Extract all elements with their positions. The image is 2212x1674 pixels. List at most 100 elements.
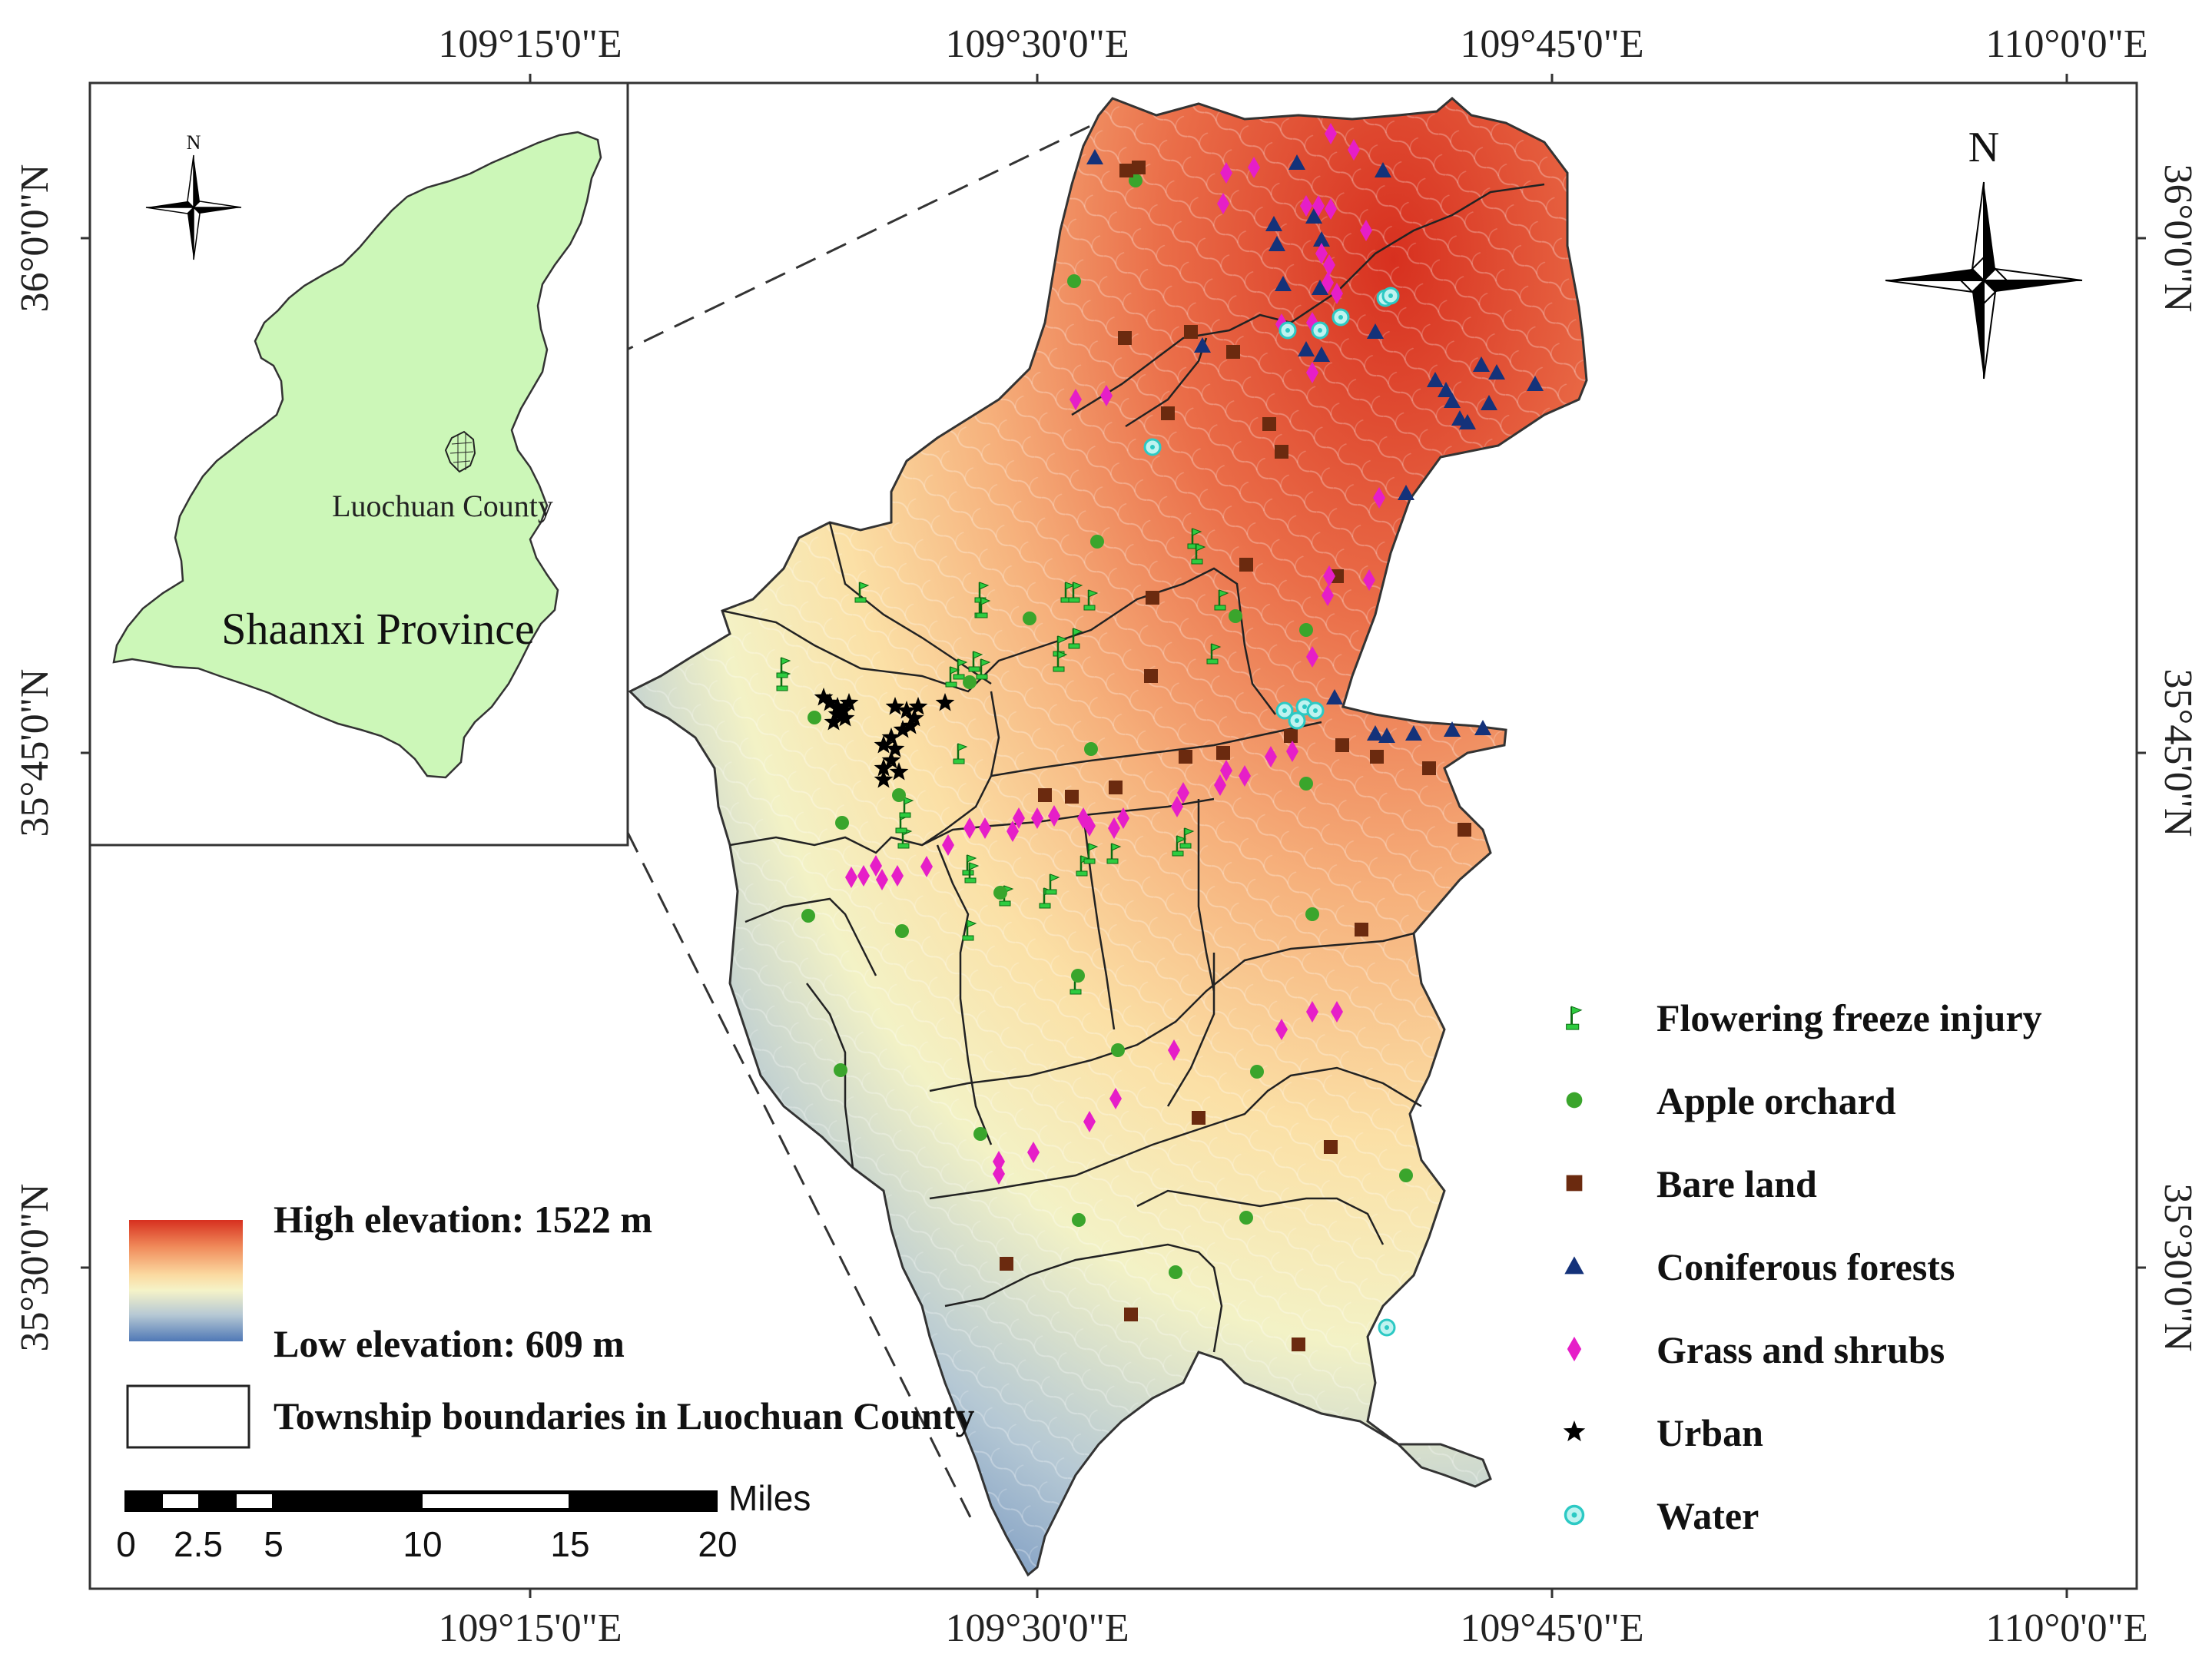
- urban-point: [1563, 1420, 1586, 1442]
- water-point: [1311, 321, 1329, 340]
- legend-item-grass: Grass and shrubs: [1567, 1328, 1945, 1371]
- grass-point: [1300, 195, 1312, 217]
- shaanxi-province-shape: [112, 131, 602, 779]
- bare-point: [1124, 1308, 1138, 1321]
- flowering-point: [962, 920, 977, 941]
- conifer-point: [1367, 725, 1384, 741]
- water-point: [1381, 287, 1400, 305]
- bare-point: [1000, 1257, 1013, 1271]
- conifer-point: [1269, 236, 1285, 251]
- bare-point: [1144, 669, 1158, 683]
- water-point: [1378, 1318, 1396, 1337]
- conifer-point: [1444, 721, 1461, 737]
- grass-point: [1117, 807, 1129, 829]
- bare-point: [1065, 790, 1079, 804]
- grass-point: [1217, 193, 1229, 214]
- legend-item-apple: Apple orchard: [1566, 1079, 1896, 1122]
- grass-point: [870, 855, 882, 877]
- flowering-point: [1083, 843, 1099, 864]
- scale-tick-label: 10: [403, 1524, 442, 1564]
- conifer-point: [1444, 393, 1461, 408]
- main-north-label: N: [1968, 124, 1999, 171]
- flowering-point: [776, 657, 791, 678]
- coordinate-labels-right: 36°0'0"N 35°45'0"N 35°30'0"N: [2156, 164, 2200, 1352]
- grass-point: [979, 817, 991, 839]
- right-lat-label: 36°0'0"N: [2156, 164, 2200, 313]
- top-lon-label: 109°30'0"E: [945, 22, 1129, 66]
- compass-icon: [1885, 181, 2083, 380]
- conifer-point: [1086, 149, 1103, 164]
- water-point: [1332, 308, 1350, 327]
- apple-point: [973, 1127, 987, 1141]
- circle-icon: [1566, 1092, 1583, 1109]
- bare-point: [1109, 781, 1123, 794]
- frame-ticks: [81, 74, 2146, 1598]
- legend-label: Water: [1657, 1494, 1759, 1537]
- bare-point: [1239, 558, 1253, 572]
- grass-point: [942, 834, 954, 856]
- urban-point: [881, 728, 901, 746]
- water-point: [1143, 438, 1162, 456]
- apple-point: [834, 1063, 847, 1077]
- urban-point: [908, 697, 928, 715]
- conifer-point: [1378, 728, 1395, 743]
- urban-point: [824, 712, 844, 731]
- urban-points: [814, 688, 955, 788]
- grass-point: [920, 856, 933, 877]
- square-icon: [1566, 1175, 1583, 1192]
- bare-point: [1422, 761, 1436, 775]
- conifer-point: [1367, 323, 1384, 339]
- urban-point: [827, 704, 847, 723]
- high-elevation-label: High elevation: 1522 m: [274, 1198, 652, 1241]
- bare-point: [1216, 746, 1230, 760]
- legend-label: Flowering freeze injury: [1657, 996, 2042, 1039]
- apple-point: [895, 924, 909, 938]
- right-lat-label: 35°30'0"N: [2156, 1184, 2200, 1352]
- grass-point: [1027, 1142, 1040, 1163]
- ring-icon: [1564, 1504, 1585, 1526]
- urban-point: [885, 739, 905, 757]
- triangle-icon: [1564, 1256, 1584, 1275]
- urban-point: [897, 701, 917, 719]
- bottom-lon-label: 109°15'0"E: [438, 1606, 622, 1650]
- coordinate-labels-bottom: 109°15'0"E 109°30'0"E 109°45'0"E 110°0'0…: [438, 1606, 2147, 1650]
- grass-point: [891, 865, 904, 887]
- grass-point: [1100, 385, 1113, 406]
- urban-point: [893, 720, 913, 738]
- low-elevation-label: Low elevation: 609 m: [274, 1322, 625, 1365]
- grass-point: [1048, 805, 1060, 827]
- apple-point: [1250, 1065, 1264, 1079]
- conifer-point: [1288, 154, 1305, 170]
- bare-point: [1118, 331, 1132, 345]
- scale-unit-label: Miles: [728, 1478, 811, 1518]
- conifer-point: [1326, 689, 1343, 704]
- conifer-points: [1086, 149, 1544, 743]
- elevation-legend: High elevation: 1522 m Low elevation: 60…: [126, 1198, 974, 1449]
- urban-point: [900, 716, 920, 734]
- sample-points: [776, 123, 1544, 1351]
- top-lon-label: 109°45'0"E: [1460, 22, 1643, 66]
- inset-map: Luochuan County Shaanxi Province N: [88, 81, 629, 847]
- bare-point: [1330, 569, 1344, 583]
- bare-point: [1132, 161, 1146, 174]
- bare-point: [1292, 1338, 1305, 1351]
- flowering-point: [1045, 873, 1060, 895]
- apple-point: [1305, 907, 1319, 921]
- right-lat-label: 35°45'0"N: [2156, 669, 2200, 837]
- bare-points: [1000, 161, 1471, 1351]
- inset-north-label: N: [187, 131, 201, 154]
- flag-icon: [1566, 1006, 1583, 1030]
- water-points: [1143, 287, 1400, 1337]
- grass-point: [1323, 565, 1335, 587]
- point-legend: Flowering freeze injury Apple orchard Ba…: [1563, 996, 2042, 1537]
- bottom-lon-label: 110°0'0"E: [1985, 1606, 2147, 1650]
- flowering-point: [1566, 1006, 1583, 1030]
- apple-point: [1023, 612, 1036, 625]
- legend-item-bare: Bare land: [1566, 1162, 1817, 1205]
- apple-point: [801, 909, 815, 923]
- conifer-point: [1405, 725, 1422, 741]
- apple-point: [1169, 1265, 1182, 1279]
- water-point: [1275, 701, 1294, 720]
- flowering-point: [1214, 589, 1229, 611]
